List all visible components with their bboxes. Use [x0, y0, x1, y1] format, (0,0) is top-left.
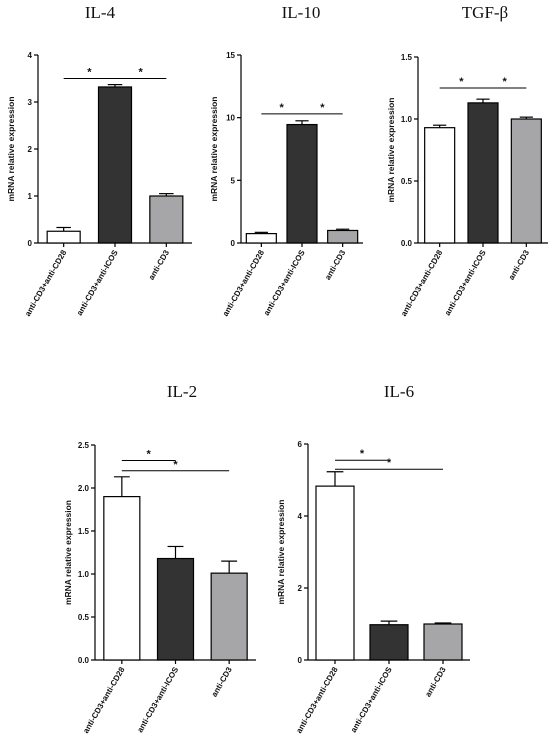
category-label: anti-CD3 [507, 248, 532, 281]
category-label: anti-CD3+anti-CD28 [399, 248, 445, 318]
bar-tgfb-2 [510, 118, 542, 244]
y-tick-label: 1.0 [78, 570, 90, 579]
chart-title: IL-6 [384, 382, 414, 401]
significance-star: * [459, 76, 464, 88]
category-label: anti-CD3+anti-ICOS [75, 248, 120, 317]
y-tick-label: 1.0 [401, 115, 413, 124]
significance-star: * [280, 102, 285, 114]
category-label: anti-CD3+anti-CD28 [221, 248, 267, 318]
chart-title: IL-10 [282, 3, 321, 22]
bar-il10-0 [245, 233, 277, 244]
bar-il4-2 [149, 195, 184, 244]
y-tick-label: 4 [298, 512, 303, 521]
significance-star: * [360, 448, 365, 460]
bar-tgfb-1 [467, 102, 499, 244]
category-label: anti-CD3+anti-ICOS [443, 248, 488, 317]
significance-star: * [87, 67, 92, 79]
chart-tgfb: TGF-β mRNA relative expression 0.0 0.5 1.0 1.… [386, 3, 548, 318]
y-tick-label: 10 [226, 114, 235, 123]
y-tick-label: 1.5 [401, 53, 413, 62]
chart-il4: IL-4 mRNA relative expression 0 1 2 3 4 anti-CD… [6, 3, 192, 318]
chart-il2: IL-2 mRNA relative expression 0.0 0.5 1.0 1.5… [63, 382, 256, 735]
y-tick-label: 0 [298, 656, 303, 665]
y-tick-label: 3 [28, 98, 33, 107]
y-tick-label: 2 [28, 145, 33, 154]
category-label: anti-CD3+anti-ICOS [262, 248, 307, 317]
y-axis-label: mRNA relative expression [6, 96, 16, 201]
bar-il4-0 [46, 230, 81, 244]
y-axis-label: mRNA relative expression [209, 96, 219, 201]
y-axis-label: mRNA relative expression [276, 499, 286, 604]
y-tick-label: 2.5 [78, 441, 90, 450]
y-tick-label: 15 [226, 51, 235, 60]
bar-il10-1 [286, 123, 318, 244]
y-tick-label: 0 [28, 239, 33, 248]
y-tick-label: 1 [28, 192, 33, 201]
category-label: anti-CD3 [210, 665, 235, 698]
bar-il2-0 [103, 496, 141, 661]
bar-il6-2 [423, 623, 463, 661]
significance-star: * [320, 102, 325, 114]
category-label: anti-CD3 [323, 248, 348, 281]
bar-il6-1 [369, 624, 409, 661]
y-tick-label: 6 [298, 440, 303, 449]
category-label: anti-CD3 [423, 665, 448, 698]
bar-il2-1 [156, 557, 195, 661]
bar-il2-2 [210, 572, 248, 661]
y-tick-label: 1.5 [78, 527, 90, 536]
bar-il6-0 [315, 485, 355, 661]
y-tick-label: 0.0 [401, 239, 413, 248]
y-tick-label: 5 [231, 176, 236, 185]
category-label: anti-CD3+anti-CD28 [23, 248, 69, 318]
significance-star: * [387, 457, 392, 469]
category-label: anti-CD3+anti-ICOS [135, 665, 180, 734]
chart-il10: IL-10 mRNA relative expression 0 5 10 15 anti-… [209, 3, 363, 318]
significance-star: * [173, 459, 178, 471]
chart-title: TGF-β [462, 3, 508, 22]
significance-star: * [503, 76, 508, 88]
chart-title: IL-4 [85, 3, 116, 22]
significance-star: * [139, 67, 144, 79]
bar-tgfb-0 [424, 127, 456, 244]
significance-star: * [147, 448, 152, 460]
y-tick-label: 0.5 [78, 613, 90, 622]
category-label: anti-CD3+anti-ICOS [349, 665, 394, 734]
y-tick-label: 0.5 [401, 177, 413, 186]
bar-il4-1 [97, 86, 133, 244]
chart-il6: IL-6 mRNA relative expression 0 2 4 6 anti-CD3… [276, 382, 470, 735]
category-label: anti-CD3+anti-CD28 [294, 665, 340, 735]
y-tick-label: 0 [231, 239, 236, 248]
chart-title: IL-2 [167, 382, 197, 401]
y-tick-label: 0.0 [78, 656, 90, 665]
category-label: anti-CD3 [147, 248, 172, 281]
y-tick-label: 4 [28, 51, 33, 60]
y-tick-label: 2.0 [78, 484, 90, 493]
y-axis-label: mRNA relative expression [63, 500, 73, 605]
y-tick-label: 2 [298, 584, 303, 593]
bar-il10-2 [327, 229, 359, 244]
category-label: anti-CD3+anti-CD28 [81, 665, 127, 735]
y-axis-label: mRNA relative expression [386, 97, 396, 202]
